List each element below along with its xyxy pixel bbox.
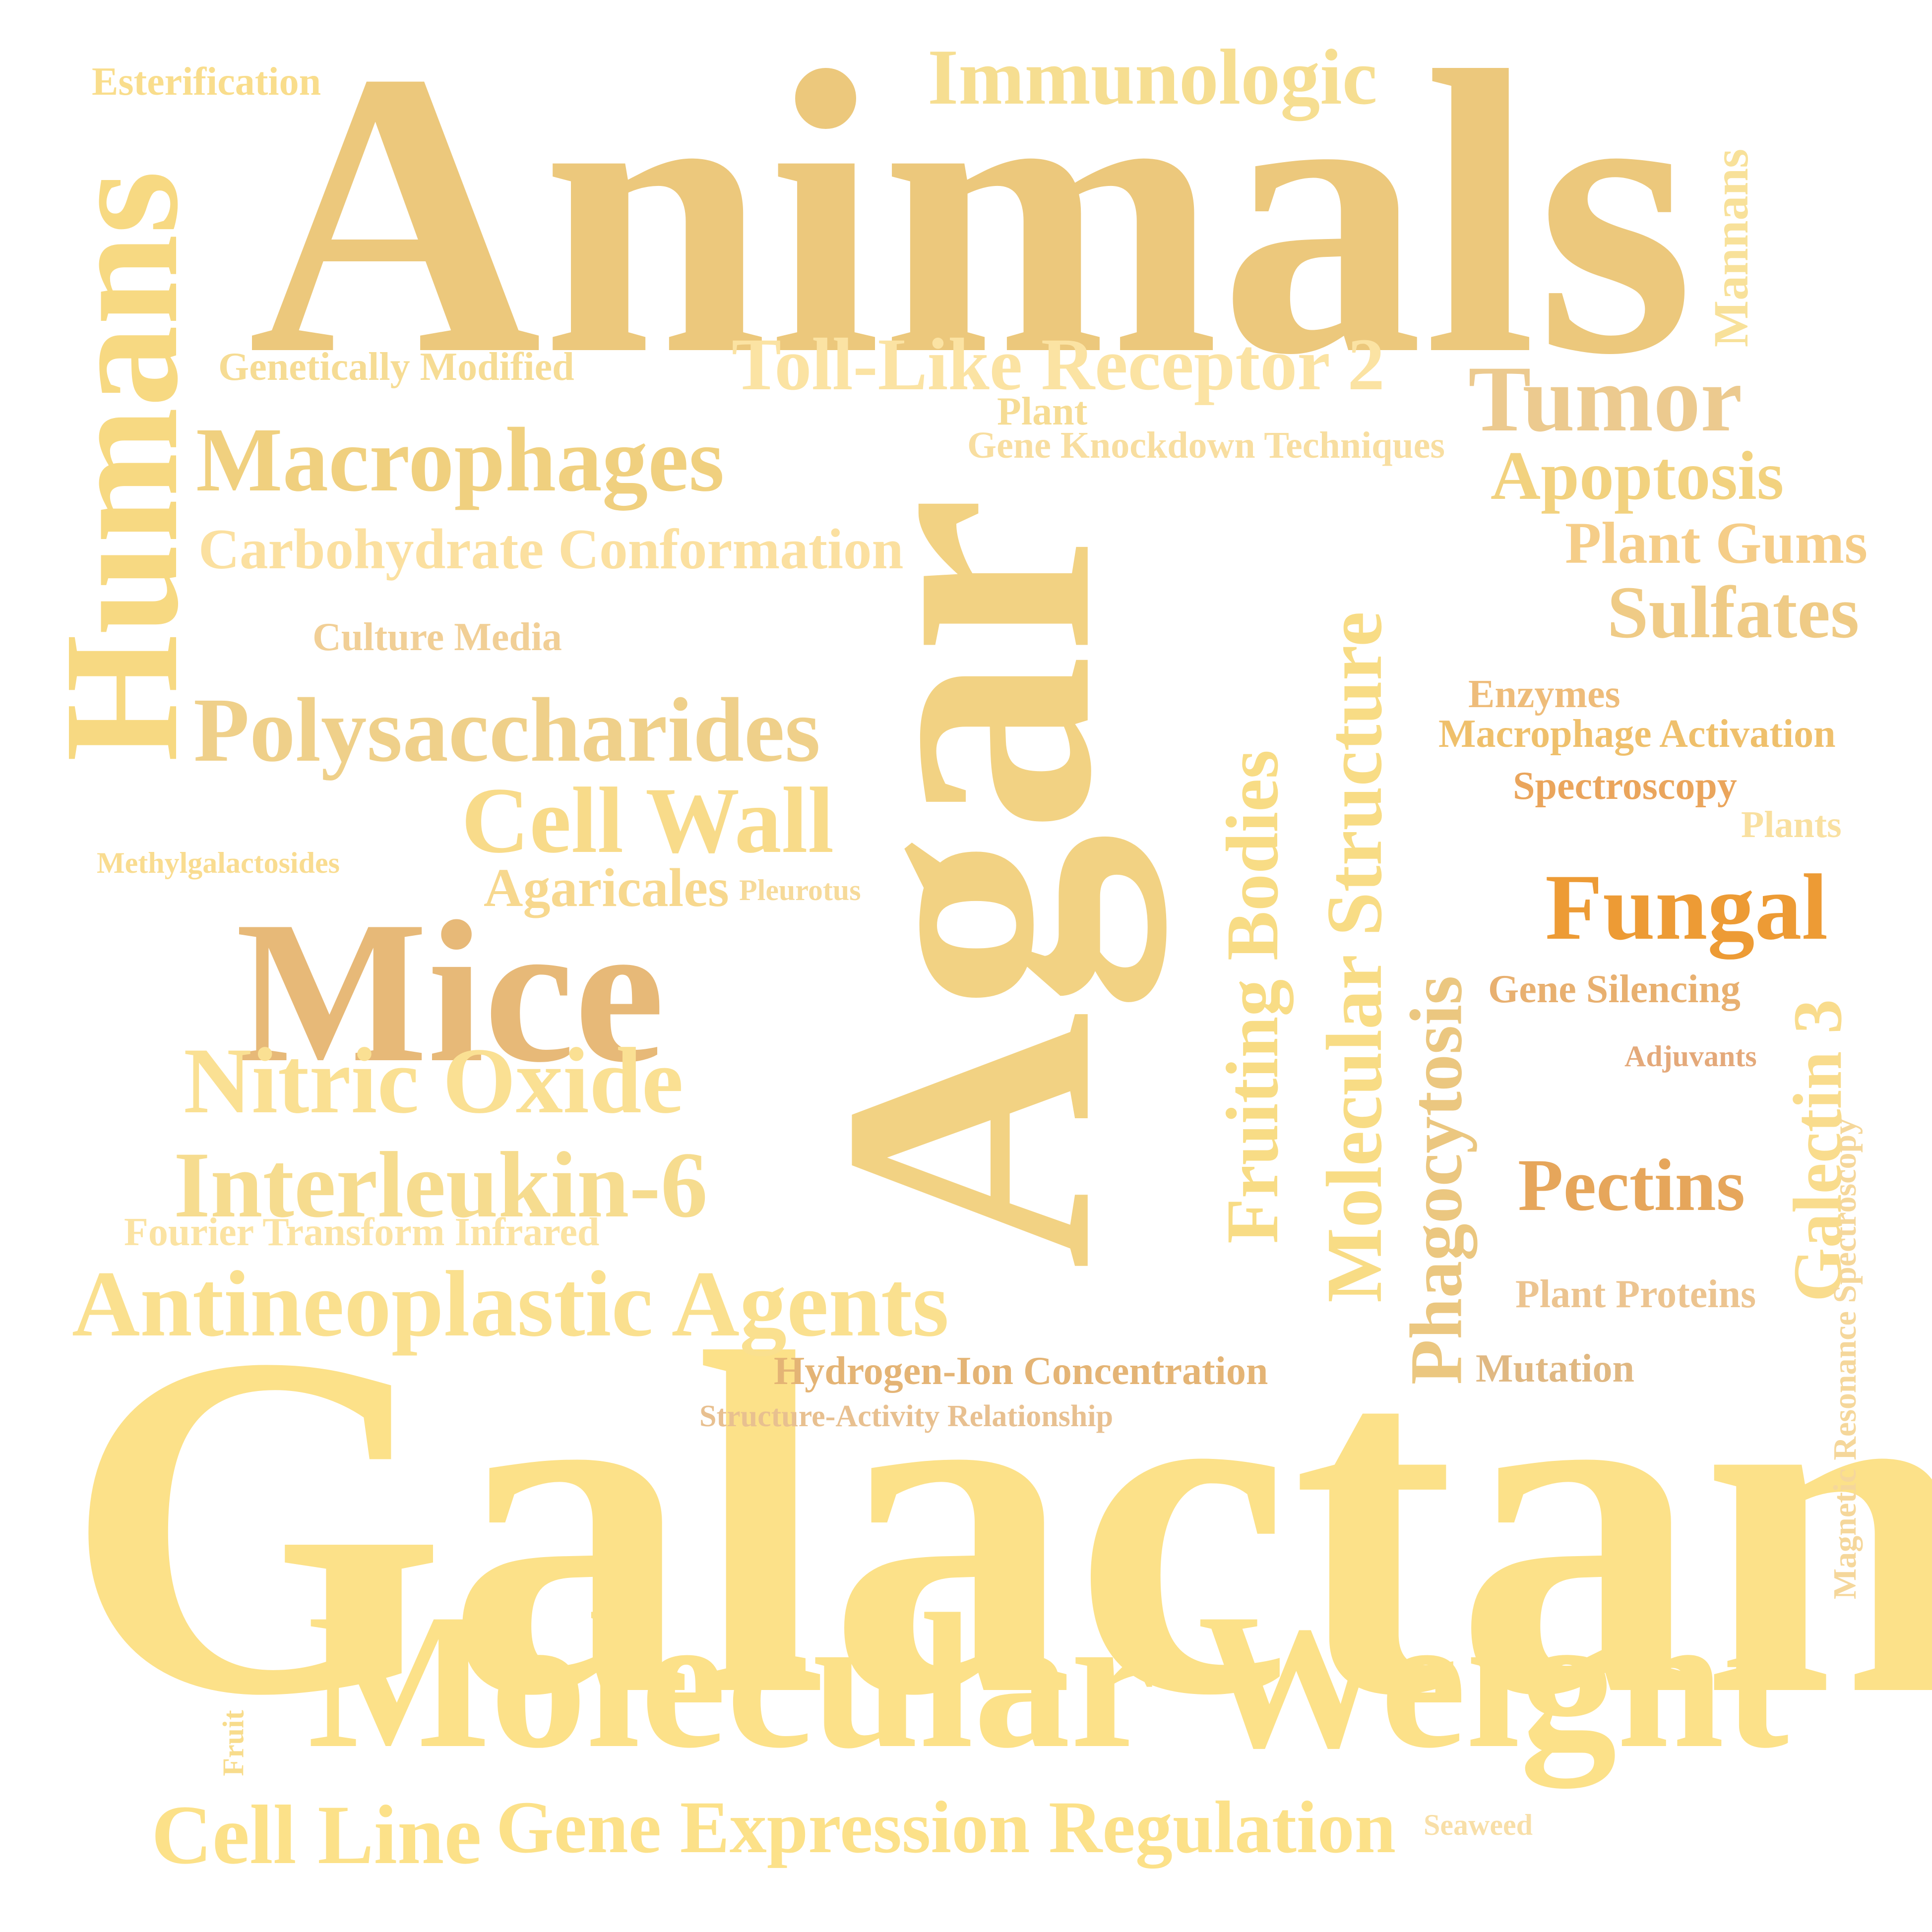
word-galactans: Galactans	[64, 1253, 1932, 1797]
word-fruit: Fruit	[217, 1710, 250, 1776]
word-plants: Plants	[1741, 804, 1842, 845]
word-apoptosis: Apoptosis	[1491, 437, 1784, 514]
word-fungal: Fungal	[1545, 855, 1828, 960]
word-plant-gums: Plant Gums	[1565, 510, 1868, 576]
word-hydrogen-ion-concentration: Hydrogen-Ion Concentration	[774, 1349, 1268, 1393]
word-animals: Animals	[248, 0, 1695, 438]
word-sulfates: Sulfates	[1607, 571, 1860, 654]
word-toll-like-receptor-2: Toll-Like Receptor 2	[732, 323, 1385, 406]
word-molecular-structure: Molecular Structure	[1309, 611, 1398, 1303]
word-interleukin-6: Interleukin-6	[174, 1133, 708, 1237]
word-enzymes: Enzymes	[1468, 672, 1620, 716]
word-plant: Plant	[997, 390, 1088, 433]
word-mutation: Mutation	[1476, 1347, 1634, 1390]
word-cell-wall: Cell Wall	[461, 769, 834, 873]
word-agaricales: Agaricales	[484, 857, 729, 918]
word-gene-expression-regulation: Gene Expression Regulation	[496, 1786, 1396, 1869]
word-fourier-transform-infrared: Fourier Transform Infrared	[124, 1210, 600, 1254]
word-mice: Mice	[236, 879, 665, 1104]
word-adjuvants: Adjuvants	[1624, 1040, 1757, 1073]
word-macrophages: Macrophages	[196, 409, 725, 511]
word-methylgalactosides: Methylgalactosides	[97, 846, 340, 879]
word-gene-knockdown-techniques: Gene Knockdown Techniques	[967, 424, 1445, 466]
word-gene-silencing: Gene Silencing	[1488, 967, 1741, 1011]
word-structure-activity-relationship: Structure-Activity Relationship	[699, 1399, 1114, 1433]
word-antineoplastic-agents: Antineoplastic Agents	[72, 1252, 949, 1356]
word-fruiting-bodies: Fruiting Bodies	[1211, 750, 1294, 1244]
word-tumor: Tumor	[1468, 347, 1743, 451]
word-polysaccharides: Polysaccharides	[193, 679, 821, 781]
word-immunologic: Immunologic	[928, 33, 1377, 121]
word-cell-line: Cell Line	[151, 1788, 482, 1881]
word-magnetic-resonance-spectroscopy: Magnetic Resonance Spectroscopy	[1827, 1118, 1864, 1600]
word-phagocytosis: Phagocytosis	[1395, 975, 1477, 1385]
word-macrophage-activation: Macrophage Activation	[1438, 712, 1836, 756]
word-mannans: Mannans	[1703, 148, 1759, 348]
word-agar: Agar	[769, 496, 1165, 1269]
word-carbohydrate-conformation: Carbohydrate Conformation	[198, 518, 904, 581]
word-pleurotus: Pleurotus	[739, 874, 861, 906]
word-plant-proteins: Plant Proteins	[1515, 1272, 1756, 1316]
word-genetically-modified: Genetically Modified	[218, 345, 574, 389]
word-spectroscopy: Spectroscopy	[1513, 764, 1737, 808]
word-esterification: Esterification	[92, 60, 321, 104]
word-pectins: Pectins	[1518, 1144, 1745, 1226]
word-humans: Humans	[31, 170, 212, 762]
word-culture-media: Culture Media	[312, 615, 562, 659]
word-molecular-weight: Molecular Weight	[308, 1574, 1789, 1788]
word-seaweed: Seaweed	[1424, 1809, 1533, 1841]
word-nitric-oxide: Nitric Oxide	[184, 1029, 684, 1133]
